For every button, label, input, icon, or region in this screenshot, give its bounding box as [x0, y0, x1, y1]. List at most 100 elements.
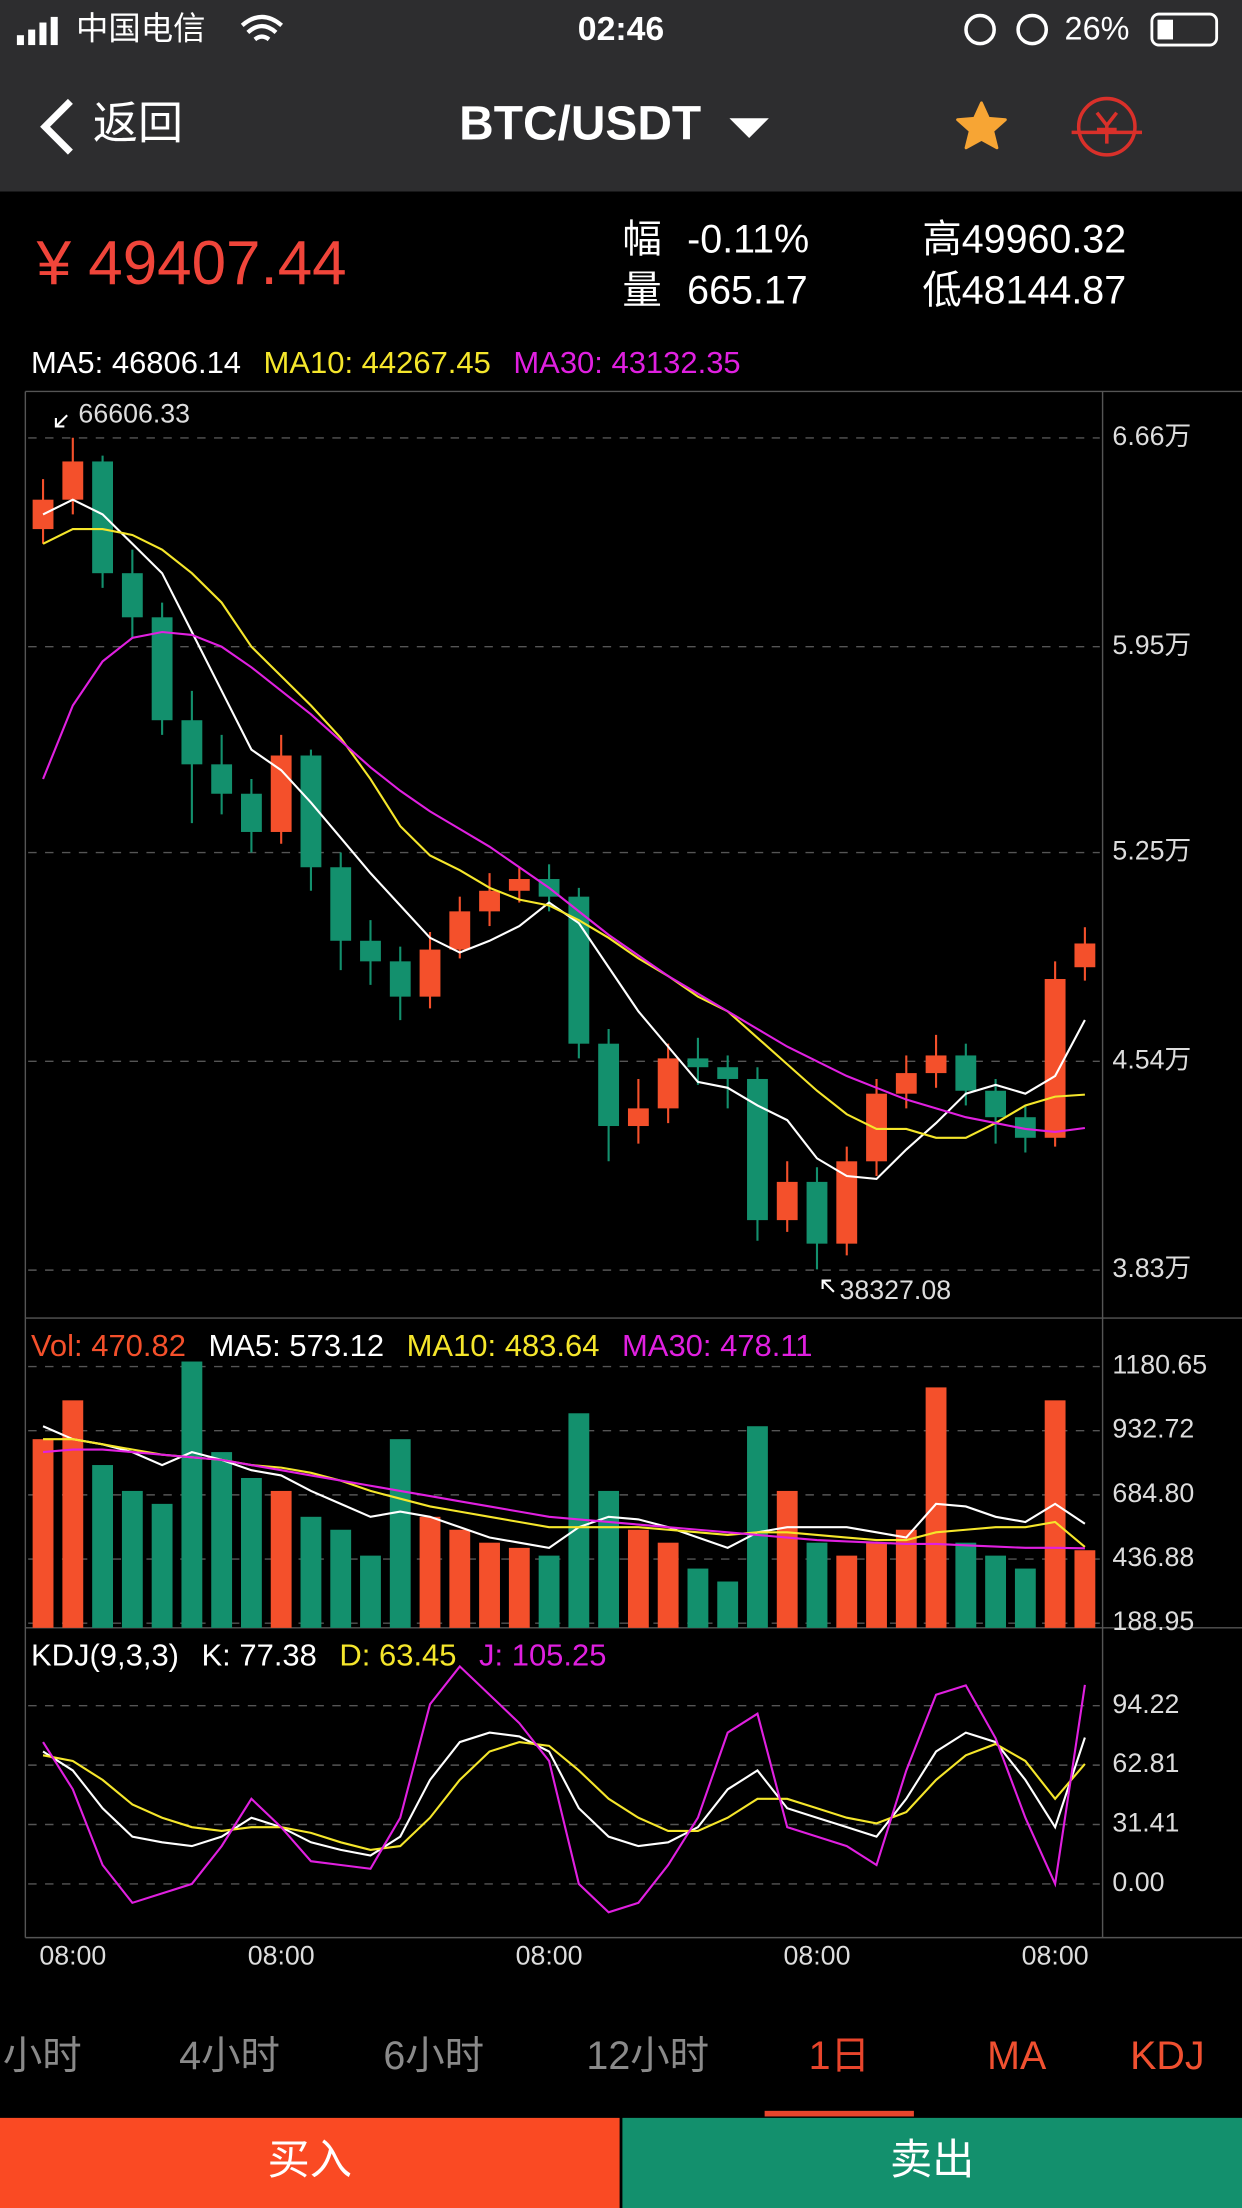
candle-body [211, 764, 233, 794]
volume-bar [747, 1426, 768, 1628]
candle-body [895, 1073, 917, 1094]
wifi-icon [240, 14, 284, 42]
x-tick-label: 08:00 [248, 1940, 315, 1970]
volume-bar [32, 1439, 54, 1628]
header-bg [0, 0, 1242, 192]
candle-body [181, 720, 203, 765]
candle-body [62, 461, 84, 500]
volume-bar [717, 1581, 739, 1628]
candle-body [240, 793, 262, 832]
indicator-line [42, 1740, 1086, 1851]
buy-button[interactable]: 买入 [268, 2136, 352, 2183]
volume-bar [419, 1516, 441, 1628]
change-label: 幅 [622, 218, 661, 262]
sell-button-bg[interactable] [622, 2117, 1242, 2208]
volume-bar [121, 1490, 143, 1628]
y-tick-label: 684.80 [1112, 1478, 1194, 1508]
candle-body [121, 573, 143, 618]
favorite-star[interactable] [956, 101, 1007, 150]
legend-entry: MA5: 573.12 [208, 1328, 384, 1363]
pair-dropdown[interactable] [729, 118, 769, 138]
volume-bar [866, 1542, 887, 1628]
indicator-line [42, 528, 1085, 1139]
y-tick-label: 6.66万 [1112, 421, 1191, 451]
volume-bar [955, 1542, 977, 1628]
y-tick-label: 5.95万 [1112, 630, 1191, 660]
volume-bar [538, 1555, 560, 1628]
candle-body [449, 911, 471, 950]
y-tick-label: 0.00 [1112, 1867, 1164, 1897]
volume-bar [240, 1477, 262, 1628]
sell-button[interactable]: 卖出 [890, 2136, 974, 2183]
volume-bar [985, 1555, 1007, 1628]
candle-body [92, 461, 113, 574]
back-icon[interactable] [40, 98, 73, 155]
candle-body [508, 879, 530, 891]
indicator-line [42, 1731, 1086, 1857]
volume-bar [1044, 1400, 1066, 1628]
signal [16, 16, 58, 46]
volume-bar [62, 1400, 84, 1628]
candle-body [389, 961, 411, 997]
clock: 02:46 [578, 10, 664, 48]
volume-bar [568, 1413, 590, 1628]
legend-entry: KDJ(9,3,3) [31, 1638, 179, 1673]
volume-bar [895, 1529, 917, 1628]
asset-icon[interactable] [1071, 96, 1143, 157]
tab[interactable]: 4小时 [179, 2034, 280, 2078]
y-tick-label: 62.81 [1112, 1748, 1179, 1778]
volume-label: 量 [622, 268, 661, 312]
x-tick-label: 08:00 [784, 1940, 851, 1970]
battery-text: 26% [1065, 11, 1130, 47]
volume-bar [776, 1490, 798, 1628]
tab[interactable]: 1日 [809, 2034, 870, 2078]
pair-title[interactable]: BTC/USDT [459, 97, 701, 150]
low-value: 低48144.87 [922, 268, 1126, 312]
tab[interactable]: 12小时 [586, 2034, 709, 2078]
volume-bar [360, 1555, 381, 1628]
candle-body [419, 949, 441, 997]
candle-body [1044, 978, 1066, 1138]
tab[interactable]: 小时 [3, 2034, 82, 2078]
volume-bar [925, 1387, 947, 1628]
volume-bar [657, 1542, 679, 1628]
alarm-icon [1016, 13, 1049, 46]
y-tick-label: 5.25万 [1112, 836, 1191, 866]
indicator-line [42, 1448, 1085, 1550]
volume-bar [806, 1542, 828, 1628]
indicator-line [42, 1664, 1086, 1914]
tab[interactable]: 6小时 [383, 2034, 484, 2078]
legend-entry: D: 63.45 [339, 1638, 456, 1673]
change-value: -0.11% [687, 218, 809, 262]
candle-body [300, 755, 322, 868]
volume-bar [389, 1439, 411, 1628]
battery-level [1157, 19, 1173, 40]
max-label: 66606.33 [78, 398, 190, 428]
tab[interactable]: MA [987, 2034, 1047, 2078]
volume-bar [330, 1529, 352, 1628]
high-value: 高49960.32 [922, 218, 1126, 262]
max-arrow [54, 414, 68, 428]
candle-body [717, 1067, 739, 1079]
legend-entry: MA10: 483.64 [407, 1328, 600, 1363]
volume-bar [627, 1529, 649, 1628]
buy-button-bg[interactable] [0, 2117, 620, 2208]
candle-body [479, 890, 500, 912]
indicator-line [42, 498, 1086, 1181]
y-tick-label: 4.54万 [1112, 1044, 1191, 1074]
legend-entry: MA30: 478.11 [622, 1328, 813, 1363]
volume-bar [479, 1542, 500, 1628]
x-tick-label: 08:00 [1022, 1940, 1089, 1970]
y-tick-label: 1180.65 [1112, 1350, 1207, 1380]
carrier: 中国电信 [76, 11, 206, 47]
volume-bar [1074, 1550, 1096, 1628]
candle-body [360, 940, 381, 962]
tab-indicator [764, 2110, 914, 2117]
lock-icon [964, 13, 996, 46]
back-button[interactable]: 返回 [93, 98, 183, 149]
tab[interactable]: KDJ [1130, 2034, 1204, 2078]
battery-icon [1150, 12, 1219, 47]
volume-bar [687, 1568, 709, 1628]
